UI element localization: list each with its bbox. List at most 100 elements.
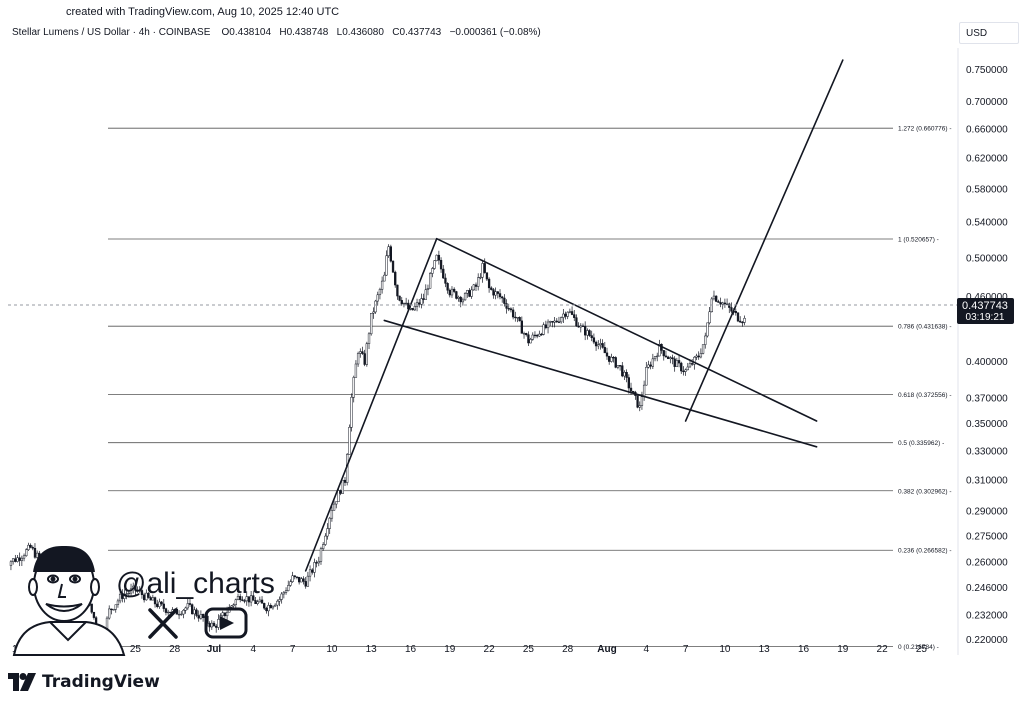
bar-countdown: 03:19:21 — [966, 312, 1005, 323]
candle — [273, 603, 277, 607]
trendline[interactable] — [383, 319, 818, 448]
candle — [623, 370, 626, 381]
created-with-text: created with TradingView.com, Aug 10, 20… — [66, 6, 340, 18]
price-tick-label: 0.500000 — [966, 253, 1008, 264]
candle — [586, 328, 589, 340]
candle — [533, 331, 537, 339]
ohlc-low: L0.436080 — [336, 27, 384, 38]
fib-level-label: 1.272 (0.660776) - — [898, 126, 951, 133]
time-axis: 1619222528Jul4710131619222528Aug47101316… — [12, 644, 927, 655]
candle — [184, 606, 187, 614]
candle — [651, 353, 655, 369]
candle — [359, 348, 362, 358]
candle — [584, 321, 587, 341]
price-tick-label: 0.310000 — [966, 476, 1008, 487]
candle — [256, 599, 259, 606]
candle — [374, 299, 377, 314]
candle — [509, 307, 513, 313]
candle — [660, 343, 663, 354]
candle — [383, 271, 386, 282]
candle — [466, 289, 469, 298]
candle — [413, 302, 417, 311]
candle — [721, 301, 724, 310]
candle — [599, 338, 602, 350]
candle — [621, 362, 624, 378]
time-tick-label: 19 — [444, 644, 456, 655]
candle — [514, 311, 517, 322]
candle — [385, 250, 388, 276]
candle — [496, 290, 499, 299]
candle — [335, 501, 338, 509]
candle — [191, 603, 194, 615]
candle — [365, 341, 368, 367]
candle — [573, 310, 576, 322]
candle — [525, 332, 528, 337]
candle — [332, 499, 336, 511]
candle — [538, 330, 541, 337]
candle — [485, 272, 489, 282]
candle — [640, 391, 644, 410]
candle — [302, 576, 305, 585]
trendline[interactable] — [435, 237, 818, 422]
trendline[interactable] — [684, 59, 844, 422]
candle — [271, 605, 275, 610]
candle — [265, 606, 268, 614]
candle — [16, 555, 19, 563]
candle — [712, 290, 716, 301]
candle — [634, 390, 637, 400]
candle — [108, 605, 111, 620]
candle — [723, 298, 727, 308]
candle — [311, 568, 314, 575]
candle — [656, 352, 659, 362]
candle — [326, 523, 329, 540]
candle — [129, 583, 133, 597]
candle — [300, 576, 303, 583]
time-tick-label: 16 — [798, 644, 810, 655]
tradingview-logo[interactable]: TradingView — [8, 672, 160, 692]
watermark: @ali_charts — [12, 545, 275, 656]
candle — [608, 355, 611, 365]
candle — [298, 576, 301, 585]
candle — [322, 542, 325, 551]
price-tick-label: 0.232000 — [966, 610, 1008, 621]
price-tick-label: 0.275000 — [966, 531, 1008, 542]
candle — [437, 250, 441, 265]
time-tick-label: 4 — [251, 644, 257, 655]
candle — [669, 356, 672, 364]
price-tick-label: 0.660000 — [966, 124, 1008, 135]
candle — [149, 595, 152, 601]
trendline[interactable] — [304, 237, 438, 572]
candle — [562, 308, 565, 324]
candle — [341, 479, 344, 494]
candle — [577, 322, 580, 328]
candle — [92, 611, 96, 620]
candle — [725, 298, 729, 306]
candle — [433, 260, 436, 270]
candle — [431, 266, 434, 278]
fib-level-label: 0.618 (0.372556) - — [898, 392, 951, 399]
candle — [352, 375, 355, 403]
candle — [234, 598, 237, 608]
candle — [494, 287, 497, 300]
candle — [691, 359, 694, 366]
ohlc-change: −0.000361 (−0.08%) — [449, 27, 541, 38]
candle — [627, 374, 630, 394]
candle — [280, 592, 283, 604]
symbol-line[interactable]: Stellar Lumens / US Dollar · 4h · COINBA… — [12, 27, 211, 38]
candle — [684, 368, 687, 376]
candle — [736, 312, 740, 323]
candle — [549, 320, 552, 326]
price-tick-label: 0.220000 — [966, 635, 1008, 646]
candle — [570, 306, 574, 316]
candle — [472, 283, 475, 291]
price-tick-label: 0.400000 — [966, 357, 1008, 368]
candle — [734, 308, 737, 316]
candle — [27, 542, 30, 552]
candle — [642, 380, 646, 401]
ohlc-close: C0.437743 — [392, 27, 442, 38]
currency-button[interactable]: USD — [959, 22, 1019, 44]
trendlines[interactable] — [304, 59, 844, 572]
cartoon-avatar-icon — [12, 545, 126, 656]
candle — [658, 339, 661, 357]
